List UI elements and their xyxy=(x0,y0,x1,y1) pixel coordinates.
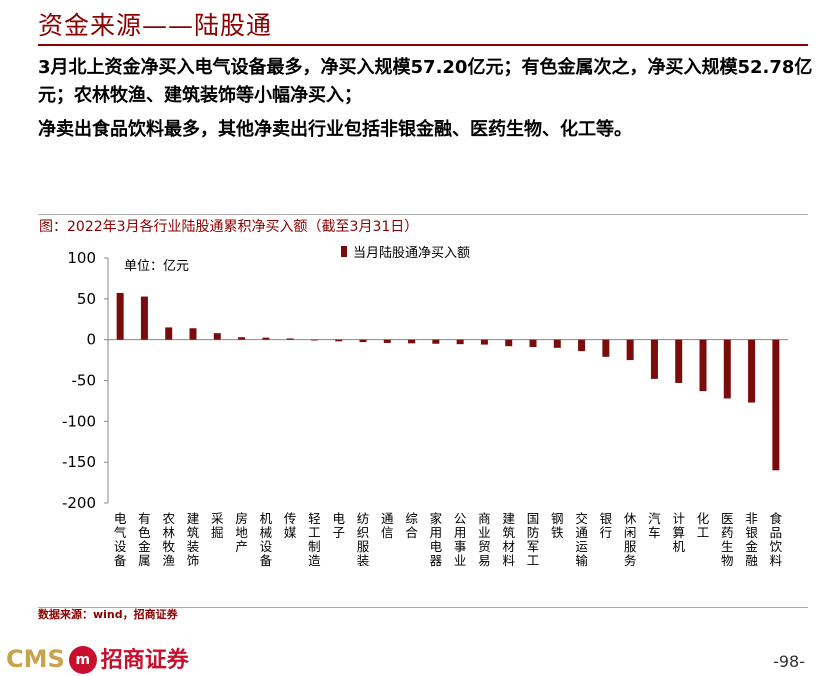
bar-13 xyxy=(408,339,416,344)
unit-label: 单位：亿元 xyxy=(124,259,189,274)
bar-4 xyxy=(189,328,197,340)
bar-2 xyxy=(140,296,148,340)
x-tick-label: 商业贸易 xyxy=(478,511,491,568)
x-tick-label: 传媒 xyxy=(284,511,297,540)
bar-12 xyxy=(383,339,391,343)
y-tick-label: 100 xyxy=(67,249,96,267)
x-tick-label: 机械设备 xyxy=(260,511,273,568)
legend-label: 当月陆股通净买入额 xyxy=(353,245,470,261)
x-tick-label: 通信 xyxy=(381,511,394,540)
legend-swatch xyxy=(341,246,347,257)
y-tick-label: -50 xyxy=(72,372,97,390)
y-tick-label: 0 xyxy=(86,331,96,349)
x-tick-label: 食品饮料 xyxy=(770,511,783,568)
summary-line-2: 净卖出食品饮料最多，其他净卖出行业包括非银金融、医药生物、化工等。 xyxy=(38,119,632,140)
bar-16 xyxy=(480,339,488,345)
x-tick-label: 化工 xyxy=(697,511,710,540)
bar-22 xyxy=(626,339,634,361)
x-tick-label: 综合 xyxy=(405,511,418,540)
title-divider xyxy=(38,44,808,46)
bar-1 xyxy=(116,292,124,340)
bar-8 xyxy=(286,338,294,340)
bar-23 xyxy=(650,339,658,379)
bar-11 xyxy=(359,339,367,343)
x-tick-label: 国防军工 xyxy=(527,511,540,568)
summary-line-1: 3月北上资金净买入电气设备最多，净买入规模57.20亿元；有色金属次之，净买入规… xyxy=(38,57,813,106)
bar-24 xyxy=(675,339,683,383)
x-tick-label: 钢铁 xyxy=(551,511,564,540)
x-tick-label: 纺织服装 xyxy=(357,511,370,568)
bar-21 xyxy=(602,339,610,357)
company-logo: CMS m 招商证券 xyxy=(6,642,189,674)
bar-10 xyxy=(335,339,343,342)
x-tick-label: 医药生物 xyxy=(721,511,734,568)
x-tick-label: 非银金融 xyxy=(745,511,758,568)
bar-25 xyxy=(699,339,707,392)
y-tick-label: -150 xyxy=(62,453,96,471)
x-tick-label: 采掘 xyxy=(211,511,224,540)
x-tick-label: 家用电器 xyxy=(430,511,443,568)
x-tick-label: 建筑材料 xyxy=(502,511,515,568)
x-tick-label: 房地产 xyxy=(235,511,248,554)
bar-20 xyxy=(578,339,586,352)
bar-9 xyxy=(310,339,318,341)
y-tick-label: -200 xyxy=(62,494,96,512)
x-tick-label: 轻工制造 xyxy=(308,511,321,568)
bar-17 xyxy=(505,339,513,347)
bar-chart: 图：2022年3月各行业陆股通累积净买入额（截至3月31日） 100 50 0 -50 -… xyxy=(39,219,788,568)
x-tick-label: 农林牧渔 xyxy=(162,511,175,568)
x-tick-label: 建筑装饰 xyxy=(187,511,200,568)
logo-text-en: CMS xyxy=(6,645,65,673)
x-tick-label: 电气设备 xyxy=(114,511,127,568)
bar-19 xyxy=(553,339,561,348)
bar-3 xyxy=(165,327,173,340)
logo-mark-icon: m xyxy=(68,646,97,674)
logo-text-cn: 招商证券 xyxy=(100,648,189,673)
x-tick-label: 电子 xyxy=(332,511,345,540)
chart-panel: 图：2022年3月各行业陆股通累积净买入额（截至3月31日） 100 50 0 -50 -… xyxy=(38,214,808,608)
bar-7 xyxy=(262,337,270,340)
x-tick-label: 公用事业 xyxy=(454,511,467,568)
bar-14 xyxy=(432,339,440,344)
bar-27 xyxy=(748,339,756,403)
bar-26 xyxy=(723,339,731,399)
x-tick-label: 计算机 xyxy=(672,511,685,554)
x-tick-label: 有色金属 xyxy=(138,511,151,568)
page-title: 资金来源——陆股通 xyxy=(38,11,273,40)
y-tick-label: -100 xyxy=(62,412,96,430)
summary-text: 3月北上资金净买入电气设备最多，净买入规模57.20亿元；有色金属次之，净买入规… xyxy=(38,54,818,150)
x-tick-label: 交通运输 xyxy=(575,511,588,568)
bar-5 xyxy=(213,333,221,340)
bar-6 xyxy=(238,337,246,340)
bar-28 xyxy=(772,339,780,471)
y-tick-label: 50 xyxy=(77,290,96,308)
page-number: -98- xyxy=(773,652,805,671)
x-tick-label: 休闲服务 xyxy=(624,511,637,568)
x-tick-label: 汽车 xyxy=(648,511,661,540)
x-tick-label: 银行 xyxy=(600,511,613,540)
bar-18 xyxy=(529,339,537,348)
chart-title: 图：2022年3月各行业陆股通累积净买入额（截至3月31日） xyxy=(39,219,418,235)
data-source: 数据来源：wind，招商证券 xyxy=(38,608,178,621)
bar-15 xyxy=(456,339,464,345)
